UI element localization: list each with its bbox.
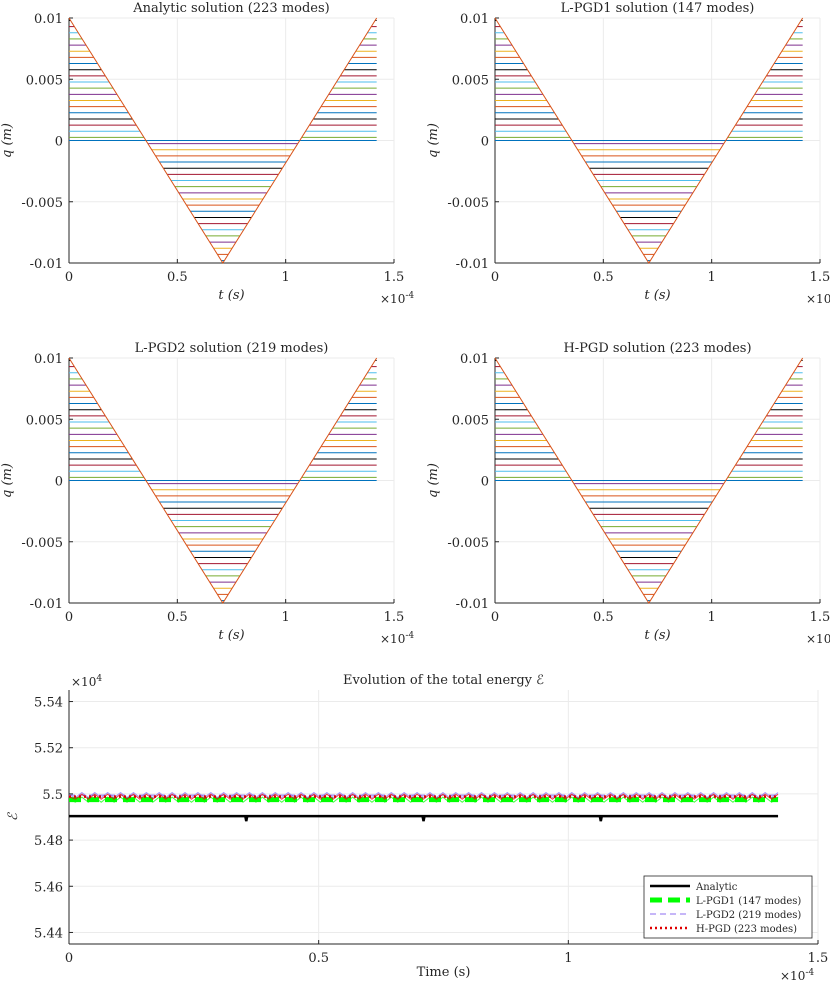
envelope-line <box>494 17 804 264</box>
y-tick-label: 5.44 <box>34 926 63 941</box>
chart-title: L-PGD2 solution (219 modes) <box>135 341 329 356</box>
x-tick-label: 1.5 <box>384 610 405 625</box>
x-tick-label: 0.5 <box>167 610 188 625</box>
energy-series-oscillation-2 <box>68 791 779 799</box>
x-exponent-label: ×10-4 <box>806 291 830 306</box>
x-tick-label: 1 <box>708 610 716 625</box>
x-tick-label: 0 <box>65 270 73 285</box>
y-exponent-power: 4 <box>96 674 102 684</box>
x-tick-label: 1 <box>708 270 716 285</box>
x-exponent-label-base: ×10 <box>780 969 805 983</box>
y-tick-label: -0.01 <box>30 257 63 272</box>
y-tick-label: 5.5 <box>42 788 63 803</box>
chart-title: H-PGD solution (223 modes) <box>563 341 751 356</box>
x-exponent-label-base: ×10 <box>380 292 405 306</box>
y-tick-label: -0.005 <box>447 196 489 211</box>
x-axis-label: t (s) <box>218 628 244 643</box>
x-exponent-label-power: -4 <box>405 291 414 301</box>
x-exponent-label: ×10-4 <box>380 291 414 306</box>
y-tick-label: -0.005 <box>21 196 63 211</box>
energy-series-0 <box>69 814 779 822</box>
x-exponent-label-base: ×10 <box>806 632 830 646</box>
y-tick-label: 5.46 <box>34 880 63 895</box>
x-tick-label: 0.5 <box>308 951 329 966</box>
y-tick-label: 5.52 <box>34 742 63 757</box>
x-axis-label: t (s) <box>644 288 670 303</box>
chart-title: Analytic solution (223 modes) <box>132 1 329 16</box>
x-tick-label: 1 <box>282 610 290 625</box>
x-tick-label: 0.5 <box>167 270 188 285</box>
envelope-line <box>68 17 378 264</box>
x-tick-label: 1.5 <box>810 270 830 285</box>
x-tick-label: 1 <box>564 951 572 966</box>
y-tick-label: -0.01 <box>30 597 63 612</box>
y-axis-label: q (m) <box>0 463 15 498</box>
legend: Analytic L-PGD1 (147 modes) L-PGD2 (219 mo… <box>643 875 813 939</box>
y-exponent-base: ×10 <box>71 675 96 689</box>
y-tick-label: -0.01 <box>456 257 489 272</box>
y-tick-label: 0.005 <box>26 413 63 428</box>
legend-label: Analytic <box>695 882 738 893</box>
y-tick-label: 0.01 <box>460 352 489 367</box>
y-axis-label: q (m) <box>426 123 441 158</box>
y-tick-label: 0.01 <box>460 12 489 27</box>
chart-panel-lpgd2: 0 0.5 1 1.5 -0.01 -0.005 0 0.005 0.01 L-PGD2 solu… <box>0 341 414 646</box>
legend-label: H-PGD (223 modes) <box>696 924 797 935</box>
y-tick-label: 5.48 <box>34 834 63 849</box>
y-tick-label: 0.005 <box>452 73 489 88</box>
energy-series-oscillation-1 <box>68 796 779 803</box>
x-exponent-label: ×10-4 <box>380 631 414 646</box>
y-tick-label: -0.005 <box>21 536 63 551</box>
y-tick-label: 0 <box>481 135 489 150</box>
chart-panel-lpgd1: 0 0.5 1 1.5 -0.01 -0.005 0 0.005 0.01 L-PGD1 solu… <box>426 1 830 306</box>
y-tick-label: 0.005 <box>452 413 489 428</box>
x-exponent-label-base: ×10 <box>806 292 830 306</box>
envelope-line <box>494 357 804 604</box>
x-tick-label: 1.5 <box>810 610 830 625</box>
x-tick-label: 1.5 <box>808 951 829 966</box>
x-tick-label: 0 <box>491 270 499 285</box>
y-tick-label: 0 <box>481 475 489 490</box>
x-tick-label: 0 <box>491 610 499 625</box>
x-axis-label: t (s) <box>218 288 244 303</box>
y-tick-label: 0.01 <box>34 12 63 27</box>
y-tick-label: 0.01 <box>34 352 63 367</box>
x-tick-label: 0 <box>65 951 73 966</box>
y-tick-label: 0.005 <box>26 73 63 88</box>
legend-label: L-PGD1 (147 modes) <box>696 896 801 907</box>
energy-series-oscillation-3 <box>68 793 779 800</box>
y-axis-label: ℰ <box>6 812 21 821</box>
x-tick-label: 0.5 <box>593 270 614 285</box>
chart-title: L-PGD1 solution (147 modes) <box>561 1 755 16</box>
chart-panel-hpgd: 0 0.5 1 1.5 -0.01 -0.005 0 0.005 0.01 H-PGD solut… <box>426 341 830 646</box>
legend-label: L-PGD2 (219 modes) <box>696 910 801 921</box>
y-tick-label: -0.005 <box>447 536 489 551</box>
x-tick-label: 0.5 <box>593 610 614 625</box>
chart-panel-analytic: 0 0.5 1 1.5 -0.01 -0.005 0 0.005 0.01 Analytic so… <box>0 1 414 306</box>
y-tick-label: 5.54 <box>34 696 63 711</box>
x-axis-label: Time (s) <box>417 965 471 980</box>
y-exponent-label: ×104 <box>71 674 102 689</box>
x-tick-label: 1.5 <box>384 270 405 285</box>
y-tick-label: 0 <box>55 135 63 150</box>
x-exponent-label: ×10-4 <box>780 968 814 983</box>
chart-panel-energy: 0 0.5 1 1.5 5.44 5.46 5.48 5.5 5.52 5.54 Evolution… <box>6 673 828 983</box>
x-axis-label: t (s) <box>644 628 670 643</box>
x-tick-label: 1 <box>282 270 290 285</box>
x-exponent-label: ×10-4 <box>806 631 830 646</box>
chart-title: Evolution of the total energy ℰ <box>343 673 544 688</box>
y-tick-label: 0 <box>55 475 63 490</box>
x-exponent-label-power: -4 <box>805 968 814 978</box>
y-axis-label: q (m) <box>426 463 441 498</box>
x-tick-label: 0 <box>65 610 73 625</box>
y-tick-label: -0.01 <box>456 597 489 612</box>
x-exponent-label-base: ×10 <box>380 632 405 646</box>
x-exponent-label-power: -4 <box>405 631 414 641</box>
y-axis-label: q (m) <box>0 123 15 158</box>
envelope-line <box>68 357 378 604</box>
